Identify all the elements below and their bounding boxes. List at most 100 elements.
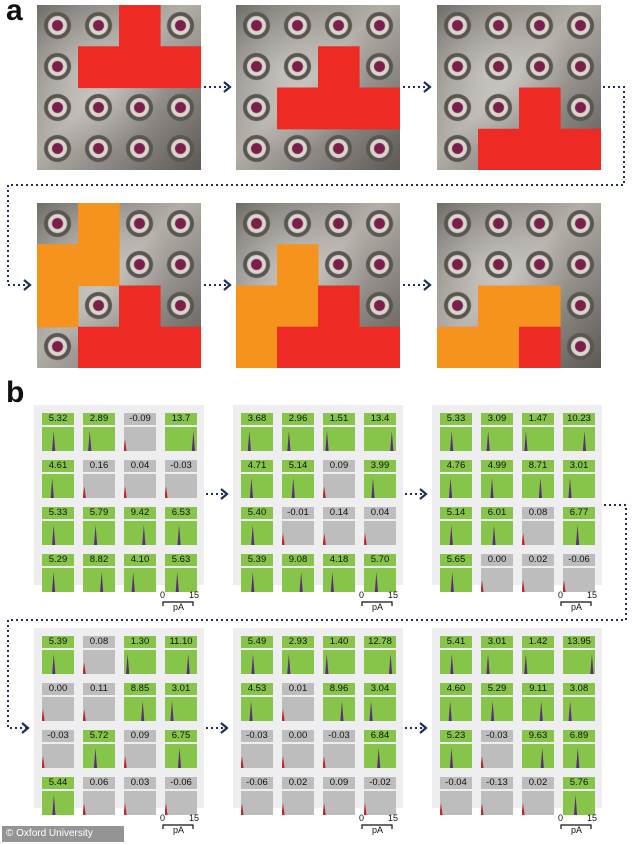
red-block-cell (519, 326, 561, 368)
histogram-peak (241, 756, 244, 768)
current-histogram (241, 474, 273, 498)
current-histogram (440, 427, 472, 451)
current-histogram (124, 697, 156, 721)
electrode-cell: 0.01 (282, 683, 314, 721)
current-grid: 5.32 2.89 -0.09 13.7 4.61 0.16 0.04 -0.03 5.33 5.… (34, 405, 204, 612)
current-histogram (83, 744, 115, 768)
current-histogram (83, 791, 115, 815)
histogram-peak (83, 803, 86, 815)
current-histogram (282, 744, 314, 768)
histogram-peak (52, 654, 56, 674)
current-value: 0.04 (364, 507, 396, 519)
arrow-head-icon (21, 722, 30, 734)
histogram-peak (249, 701, 253, 721)
histogram-peak (364, 803, 367, 815)
electrode-cell: 5.63 (165, 554, 197, 592)
current-value: 5.14 (282, 460, 314, 472)
current-value: 3.08 (563, 683, 595, 695)
arrow-head-icon (423, 279, 432, 291)
current-value: 6.89 (563, 730, 595, 742)
current-histogram (42, 744, 74, 768)
current-histogram (42, 697, 74, 721)
histogram-peak (450, 431, 454, 451)
current-value: 1.51 (323, 413, 355, 425)
current-histogram (364, 697, 396, 721)
current-grid: 5.39 0.08 1.30 11.10 0.00 0.11 8.85 3.01 -0.03 5.… (34, 628, 204, 835)
arrow-head-icon (220, 488, 229, 500)
histogram-peak (371, 478, 375, 498)
histogram-peak (481, 803, 484, 815)
electrode-cell: 8.85 (124, 683, 156, 721)
current-histogram (522, 521, 554, 545)
current-value: 13.95 (563, 636, 595, 648)
current-value: 0.09 (323, 777, 355, 789)
electrode-cell: 12.78 (364, 636, 396, 674)
current-histogram (165, 744, 197, 768)
current-value: 4.99 (481, 460, 513, 472)
current-value: -0.03 (241, 730, 273, 742)
current-histogram (165, 791, 197, 815)
current-histogram (83, 568, 115, 592)
electrode-cell: -0.09 (124, 413, 156, 451)
current-value: -0.13 (481, 777, 513, 789)
current-value: 2.93 (282, 636, 314, 648)
current-histogram (83, 650, 115, 674)
electrode-cell: 5.49 (241, 636, 273, 674)
electrode-cell: 5.79 (83, 507, 115, 545)
electrode-cell: 11.10 (165, 636, 197, 674)
electrode-cell: 4.18 (323, 554, 355, 592)
current-value: 13.7 (165, 413, 197, 425)
histogram-peak (440, 803, 443, 815)
red-block-cell (318, 87, 360, 130)
orange-block-cell (78, 244, 120, 287)
histogram-peak (282, 803, 285, 815)
electrode-cell: 9.08 (282, 554, 314, 592)
current-value: -0.09 (124, 413, 156, 425)
electrode-cell: 5.32 (42, 413, 74, 451)
histogram-peak (170, 701, 174, 721)
block-overlay (78, 5, 201, 89)
current-histogram (165, 697, 197, 721)
histogram-peak (582, 431, 587, 451)
current-value: 0.11 (83, 683, 115, 695)
electrode-cell: -0.03 (481, 730, 513, 768)
histogram-peak (83, 662, 86, 674)
current-histogram (282, 697, 314, 721)
histogram-peak (50, 478, 54, 498)
histogram-peak (522, 580, 525, 592)
current-histogram (364, 791, 396, 815)
histogram-peak (251, 572, 255, 592)
histogram-peak (563, 580, 566, 592)
scale-unit-label: pA (173, 602, 185, 612)
current-value: 5.29 (481, 683, 513, 695)
current-value: -0.02 (364, 777, 396, 789)
current-histogram (522, 427, 554, 451)
current-grid: 5.33 3.09 1.47 10.23 4.76 4.99 8.71 3.01 5.14 6.0… (432, 405, 602, 612)
current-histogram (440, 791, 472, 815)
scale-zero-label: 0 (160, 590, 166, 600)
histogram-peak (51, 572, 56, 592)
histogram-peak (323, 486, 326, 498)
histogram-peak (93, 525, 98, 545)
histogram-peak (492, 525, 496, 545)
scale-unit-label: pA (372, 825, 384, 835)
electrode-cell: 3.08 (563, 683, 595, 721)
red-block-cell (318, 46, 360, 89)
current-value: 0.00 (42, 683, 74, 695)
panel-a-label: a (6, 0, 23, 27)
current-value: 4.53 (241, 683, 273, 695)
histogram-peak (486, 654, 490, 674)
red-block-cell (160, 326, 201, 368)
current-histogram (124, 744, 156, 768)
current-value: 8.71 (522, 460, 554, 472)
electrode-cell: 6.84 (364, 730, 396, 768)
histogram-peak (590, 654, 594, 674)
electrode-cell: 5.40 (241, 507, 273, 545)
current-value: -0.03 (323, 730, 355, 742)
current-histogram (481, 650, 513, 674)
electrode-cell: 0.04 (364, 507, 396, 545)
current-value: 1.40 (323, 636, 355, 648)
well-photo-frame (236, 203, 400, 368)
current-histogram (481, 697, 513, 721)
current-histogram (481, 427, 513, 451)
